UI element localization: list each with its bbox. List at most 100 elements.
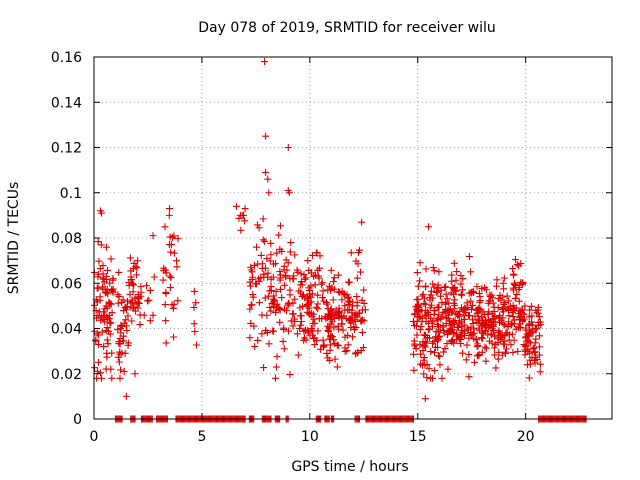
- data-point: [509, 305, 517, 313]
- data-point: [453, 268, 461, 276]
- data-point: [318, 279, 326, 287]
- data-point: [451, 283, 459, 291]
- y-tick-label: 0.08: [51, 231, 82, 247]
- data-point: [332, 306, 340, 314]
- data-point: [499, 320, 507, 328]
- data-point: [422, 317, 430, 325]
- data-point: [425, 365, 433, 373]
- data-point: [431, 367, 439, 375]
- data-point: [511, 279, 519, 287]
- data-point: [100, 278, 108, 286]
- data-point-outlier: [425, 223, 433, 231]
- data-point: [191, 328, 199, 336]
- data-point: [422, 283, 430, 291]
- data-point: [443, 295, 451, 303]
- data-point: [129, 304, 137, 312]
- data-point: [259, 236, 267, 244]
- data-point: [502, 350, 510, 358]
- data-point: [333, 363, 341, 371]
- data-point: [298, 281, 306, 289]
- data-point: [103, 336, 111, 344]
- y-tick-label: 0.06: [51, 276, 82, 292]
- data-point-outlier: [264, 175, 272, 183]
- data-point: [522, 326, 530, 334]
- data-point: [260, 270, 268, 278]
- data-point: [263, 329, 271, 337]
- data-point: [247, 282, 255, 290]
- data-point-outlier: [421, 395, 429, 403]
- data-point: [160, 264, 168, 272]
- data-point: [423, 374, 431, 382]
- data-point: [462, 356, 470, 364]
- data-point: [357, 347, 365, 355]
- data-point: [469, 316, 477, 324]
- data-point: [442, 283, 450, 291]
- data-point: [331, 355, 339, 363]
- data-point: [349, 302, 357, 310]
- data-point: [509, 348, 517, 356]
- data-point: [438, 299, 446, 307]
- data-point: [174, 235, 182, 243]
- data-point: [312, 303, 320, 311]
- data-point: [302, 336, 310, 344]
- data-point: [115, 293, 123, 301]
- data-point: [326, 356, 334, 364]
- data-point: [95, 358, 103, 366]
- data-point: [475, 352, 483, 360]
- data-point: [519, 316, 527, 324]
- data-point: [487, 318, 495, 326]
- data-point: [454, 310, 462, 318]
- data-point: [434, 303, 442, 311]
- data-point: [173, 257, 181, 265]
- data-point: [278, 294, 286, 302]
- data-point: [434, 287, 442, 295]
- data-point: [447, 337, 455, 345]
- data-point: [97, 369, 105, 377]
- data-point-outlier: [241, 205, 249, 213]
- grid: [94, 57, 612, 419]
- data-point: [420, 341, 428, 349]
- data-point: [409, 317, 417, 325]
- data-point: [354, 248, 362, 256]
- data-point: [285, 299, 293, 307]
- data-point: [499, 279, 507, 287]
- data-point: [457, 280, 465, 288]
- data-point: [144, 297, 152, 305]
- data-point: [417, 323, 425, 331]
- data-point: [136, 321, 144, 329]
- data-point: [456, 307, 464, 315]
- data-point: [351, 311, 359, 319]
- y-tick-label: 0.04: [51, 322, 82, 338]
- data-point: [91, 364, 99, 372]
- data-point: [276, 222, 284, 230]
- data-point: [474, 304, 482, 312]
- data-point: [93, 329, 101, 337]
- data-point: [475, 317, 483, 325]
- data-point: [137, 288, 145, 296]
- data-point: [310, 334, 318, 342]
- data-point: [348, 333, 356, 341]
- data-point: [280, 345, 288, 353]
- data-point: [297, 317, 305, 325]
- data-point: [463, 341, 471, 349]
- data-point: [338, 287, 346, 295]
- data-point: [261, 237, 269, 245]
- data-point: [115, 358, 123, 366]
- data-point: [166, 233, 174, 241]
- data-point: [324, 327, 332, 335]
- data-point: [306, 331, 314, 339]
- data-point: [94, 284, 102, 292]
- data-point: [449, 336, 457, 344]
- data-point: [118, 298, 126, 306]
- data-point: [272, 260, 280, 268]
- data-point: [96, 293, 104, 301]
- data-point: [95, 257, 103, 265]
- data-point: [501, 321, 509, 329]
- data-point: [513, 260, 521, 268]
- data-point: [344, 341, 352, 349]
- data-point: [190, 320, 198, 328]
- data-point: [249, 273, 257, 281]
- data-point: [238, 211, 246, 219]
- data-point: [266, 303, 274, 311]
